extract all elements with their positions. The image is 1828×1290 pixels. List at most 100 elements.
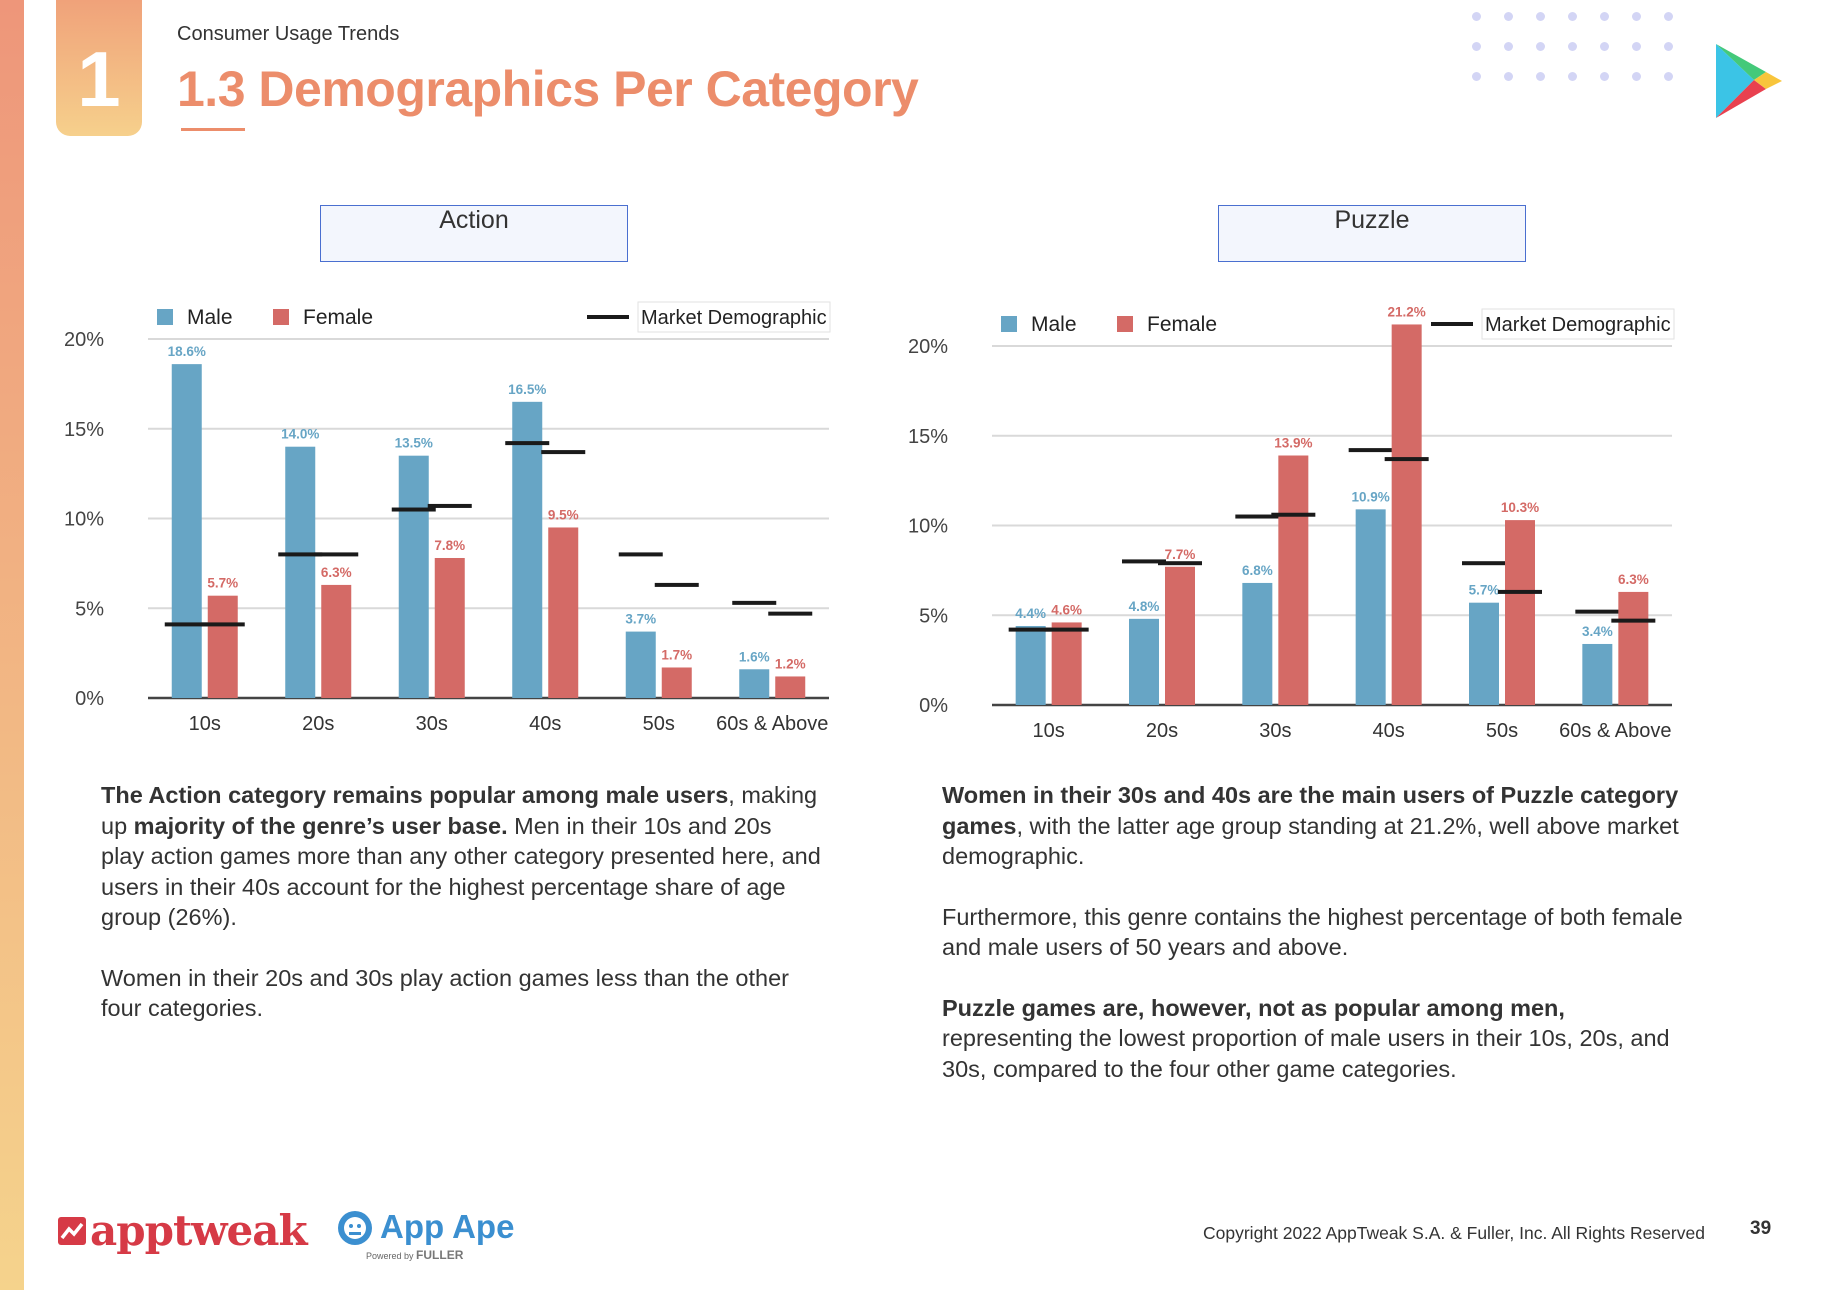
legend-market-swatch [587, 315, 629, 319]
dot [1536, 72, 1545, 81]
female-data-label: 1.2% [775, 656, 806, 671]
x-tick-label: 60s & Above [1559, 720, 1671, 742]
market-demographic-marker [768, 611, 813, 616]
market-demographic-marker [1611, 618, 1656, 623]
page-number: 39 [1750, 1218, 1772, 1239]
dot [1536, 42, 1545, 51]
market-demographic-marker [200, 622, 245, 627]
male-data-label: 3.7% [625, 612, 656, 627]
dot [1664, 42, 1673, 51]
male-bar [1355, 509, 1386, 705]
x-tick-label: 20s [302, 713, 334, 735]
action-category-label: Action [320, 205, 628, 262]
title-underline [181, 128, 245, 131]
female-data-label: 13.9% [1274, 435, 1312, 450]
dot [1536, 12, 1545, 21]
y-tick-label: 20% [64, 329, 104, 351]
market-demographic-marker [1008, 627, 1053, 632]
legend-male-swatch [157, 309, 173, 325]
market-demographic-marker [391, 507, 436, 512]
male-bar [171, 364, 202, 698]
male-data-label: 1.6% [739, 649, 770, 664]
male-data-label: 13.5% [395, 436, 433, 451]
male-bar [1129, 618, 1159, 705]
female-data-label: 1.7% [661, 647, 692, 662]
male-data-label: 4.8% [1129, 599, 1160, 614]
action-highlight-1: The Action category remains popular amon… [101, 782, 729, 808]
market-demographic-marker [1348, 448, 1393, 453]
section-number: 1 [77, 35, 121, 123]
legend-market-label: Market Demographic [641, 307, 827, 329]
market-demographic-marker [427, 503, 472, 508]
y-tick-label: 5% [75, 598, 104, 620]
legend-market-box [1481, 308, 1675, 340]
legend-market-box [637, 301, 831, 333]
legend-market-swatch [1431, 322, 1473, 326]
y-tick-label: 15% [64, 419, 104, 441]
market-demographic-marker [278, 552, 323, 557]
x-tick-label: 20s [1146, 720, 1178, 742]
legend-female-label: Female [303, 306, 373, 329]
google-play-icon [1716, 44, 1782, 118]
dot [1472, 12, 1481, 21]
dot [1632, 42, 1641, 51]
apptweak-logo: apptweak [58, 1206, 308, 1255]
female-bar [1278, 455, 1309, 705]
dot [1632, 72, 1641, 81]
female-bar [434, 557, 465, 698]
female-bar [775, 676, 806, 698]
action-text-3: Women in their 20s and 30s play action g… [101, 964, 789, 1022]
female-data-label: 10.3% [1501, 500, 1539, 515]
female-data-label: 5.7% [207, 576, 238, 591]
market-demographic-marker [541, 450, 586, 455]
female-data-label: 7.8% [434, 538, 465, 553]
female-bar [207, 595, 238, 698]
section-badge: 1 [56, 0, 142, 136]
male-bar [1242, 582, 1273, 705]
appape-logo: App Ape Powered by FULLER [336, 1206, 514, 1262]
market-demographic-marker [1575, 609, 1620, 614]
market-demographic-marker [1158, 561, 1202, 566]
female-data-label: 21.2% [1388, 304, 1426, 319]
female-data-label: 6.3% [321, 565, 352, 580]
x-tick-label: 30s [416, 713, 448, 735]
x-tick-label: 10s [1033, 720, 1065, 742]
legend-female-label: Female [1147, 313, 1217, 336]
male-data-label: 14.0% [281, 427, 319, 442]
puzzle-highlight-1: Women in their 30s and 40s are the main … [942, 782, 1679, 839]
accent-sidebar [0, 0, 24, 1290]
y-tick-label: 5% [919, 605, 948, 627]
male-bar [1015, 626, 1046, 705]
action-demographics-chart: 0% 5% 10% 15% 20% 10s 18.6% 5.7% 20s 14.0% 6.3% 30s… [64, 301, 831, 735]
dot [1568, 72, 1577, 81]
male-bar [739, 669, 770, 698]
action-description: The Action category remains popular amon… [101, 780, 821, 1054]
x-tick-label: 40s [529, 713, 561, 735]
puzzle-demographics-chart: 0% 5% 10% 15% 20% 10s 4.4% 4.6% 20s 4.8% 7.7% 30s 6.… [908, 304, 1675, 742]
section-kicker: Consumer Usage Trends [177, 23, 400, 45]
dot [1568, 42, 1577, 51]
market-demographic-marker [164, 622, 209, 627]
y-tick-label: 0% [75, 688, 104, 710]
male-bar [625, 631, 656, 698]
legend-male-label: Male [1031, 313, 1077, 336]
female-bar [1505, 520, 1535, 705]
y-tick-label: 10% [908, 516, 948, 538]
dot [1504, 12, 1513, 21]
dot [1568, 12, 1577, 21]
dot [1472, 72, 1481, 81]
y-tick-label: 10% [64, 509, 104, 531]
y-tick-label: 15% [908, 426, 948, 448]
x-tick-label: 60s & Above [716, 713, 828, 735]
male-data-label: 10.9% [1352, 489, 1390, 504]
male-data-label: 16.5% [508, 382, 546, 397]
legend-male-label: Male [187, 306, 233, 329]
female-data-label: 6.3% [1618, 572, 1649, 587]
female-data-label: 7.7% [1165, 547, 1196, 562]
market-demographic-marker [314, 552, 359, 557]
x-tick-label: 10s [189, 713, 221, 735]
dot [1664, 12, 1673, 21]
market-demographic-marker [618, 552, 663, 557]
dot [1600, 72, 1609, 81]
action-text-1: , making up [101, 782, 818, 839]
